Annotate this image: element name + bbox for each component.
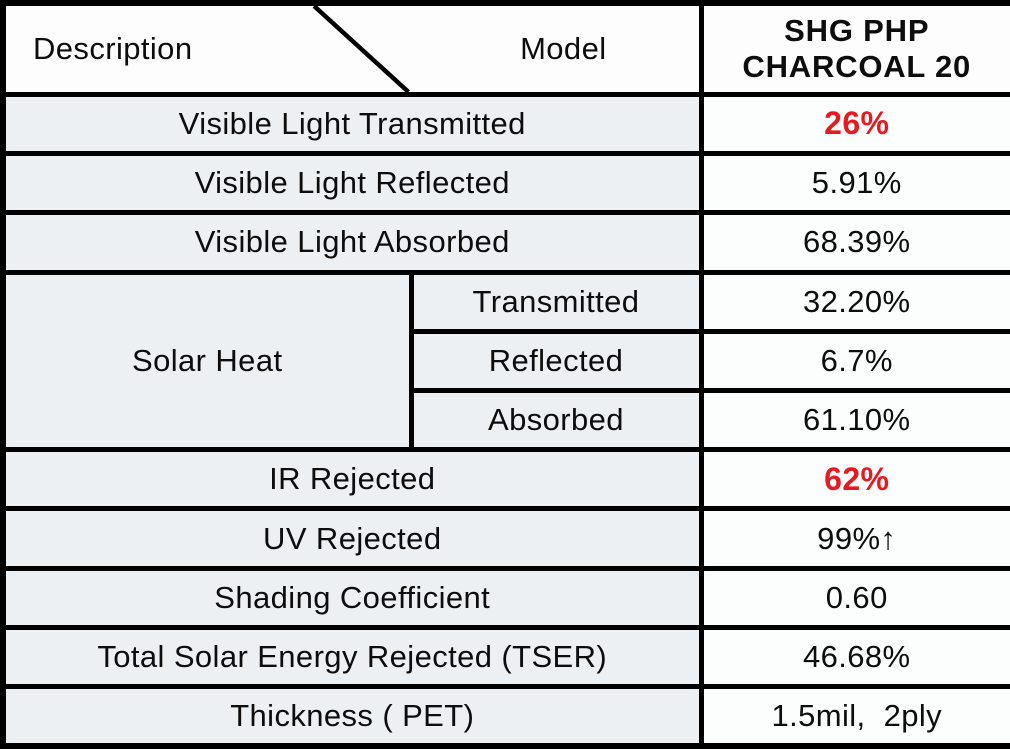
product-name-line2: CHARCOAL 20	[742, 48, 972, 84]
header-description-label: Description	[33, 30, 193, 66]
row-label-cell: IR Rejected	[0, 447, 704, 512]
row-value-cell: 0.60	[698, 565, 1010, 630]
row-label-cell: Thickness ( PET)	[0, 684, 704, 749]
row-sublabel-cell: Transmitted	[408, 269, 704, 334]
header-description-model-cell: Description Model	[0, 0, 704, 97]
row-label: Visible Light Reflected	[194, 165, 510, 201]
row-ir-rejected: IR Rejected 62%	[0, 447, 1010, 512]
row-thickness: Thickness ( PET) 1.5mil, 2ply	[0, 684, 1010, 749]
row-sublabel: Transmitted	[472, 283, 640, 319]
row-solar-heat-reflected: Reflected 6.7%	[3, 328, 1010, 394]
row-value: 32.20%	[802, 283, 911, 319]
row-label: IR Rejected	[269, 461, 436, 497]
row-label-cell: UV Rejected	[0, 506, 704, 571]
row-value: 5.91%	[811, 165, 902, 201]
row-label-cell: Visible Light Reflected	[0, 151, 704, 216]
row-value-highlighted: 26%	[824, 105, 890, 142]
row-value: 1.5mil, 2ply	[771, 698, 943, 734]
row-value-cell: 46.68%	[698, 624, 1010, 690]
row-label: Shading Coefficient	[214, 579, 491, 615]
row-label: Visible Light Transmitted	[178, 106, 526, 141]
row-value-cell: 26%	[698, 91, 1010, 157]
row-value: 99%↑	[817, 520, 897, 556]
row-total-solar-energy-rejected: Total Solar Energy Rejected (TSER) 46.68…	[0, 624, 1010, 690]
row-value-highlighted: 62%	[824, 460, 890, 497]
row-value: 61.10%	[802, 402, 911, 438]
row-sublabel-cell: Reflected	[408, 328, 704, 394]
row-value-cell: 1.5mil, 2ply	[698, 684, 1010, 749]
row-label-cell: Visible Light Absorbed	[0, 210, 704, 275]
row-sublabel: Absorbed	[488, 402, 624, 438]
row-uv-rejected: UV Rejected 99%↑	[0, 506, 1010, 571]
row-value-cell: 32.20%	[698, 269, 1010, 334]
header-model-label: Model	[520, 30, 607, 66]
row-visible-light-absorbed: Visible Light Absorbed 68.39%	[0, 210, 1010, 275]
row-value-cell: 62%	[698, 447, 1010, 512]
row-label: Thickness ( PET)	[230, 698, 475, 734]
row-value-cell: 5.91%	[698, 151, 1010, 216]
row-label-cell: Total Solar Energy Rejected (TSER)	[0, 624, 704, 690]
solar-heat-group-label: Solar Heat	[132, 342, 283, 378]
row-visible-light-transmitted: Visible Light Transmitted 26%	[0, 91, 1010, 157]
row-sublabel-cell: Absorbed	[408, 388, 704, 453]
row-sublabel: Reflected	[488, 342, 624, 378]
row-value-cell: 68.39%	[698, 210, 1010, 275]
row-solar-heat-absorbed: Absorbed 61.10%	[3, 388, 1010, 453]
row-value: 0.60	[825, 579, 888, 615]
row-label: Visible Light Absorbed	[194, 224, 510, 260]
header-product-cell: SHG PHP CHARCOAL 20	[698, 0, 1010, 97]
row-value-cell: 61.10%	[698, 388, 1010, 453]
row-value: 46.68%	[802, 638, 911, 674]
row-visible-light-reflected: Visible Light Reflected 5.91%	[0, 151, 1010, 216]
product-name-line1: SHG PHP	[784, 12, 930, 48]
row-shading-coefficient: Shading Coefficient 0.60	[0, 565, 1010, 630]
diagonal-divider-line	[312, 6, 410, 92]
row-value: 6.7%	[820, 342, 893, 378]
row-value-cell: 99%↑	[698, 506, 1010, 571]
header-row: Description Model SHG PHP CHARCOAL 20	[0, 0, 1010, 97]
row-label-cell: Shading Coefficient	[0, 565, 704, 630]
row-value: 68.39%	[802, 224, 911, 260]
row-solar-heat-transmitted: Solar Heat Transmitted 32.20%	[0, 269, 1010, 453]
row-value-cell: 6.7%	[698, 328, 1010, 394]
row-label: Total Solar Energy Rejected (TSER)	[97, 638, 608, 674]
row-label-cell: Visible Light Transmitted	[0, 91, 704, 157]
row-label: UV Rejected	[263, 520, 442, 556]
solar-heat-group-cell: Solar Heat	[0, 269, 414, 453]
product-name: SHG PHP CHARCOAL 20	[704, 13, 1010, 85]
